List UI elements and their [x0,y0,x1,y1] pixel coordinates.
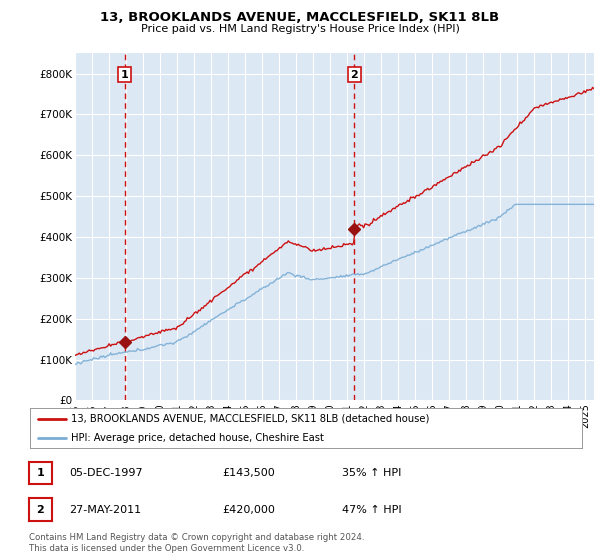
Text: £143,500: £143,500 [222,468,275,478]
Text: 47% ↑ HPI: 47% ↑ HPI [342,505,401,515]
Text: 13, BROOKLANDS AVENUE, MACCLESFIELD, SK11 8LB (detached house): 13, BROOKLANDS AVENUE, MACCLESFIELD, SK1… [71,414,430,423]
Text: 35% ↑ HPI: 35% ↑ HPI [342,468,401,478]
Text: Price paid vs. HM Land Registry's House Price Index (HPI): Price paid vs. HM Land Registry's House … [140,24,460,34]
Text: £420,000: £420,000 [222,505,275,515]
Text: Contains HM Land Registry data © Crown copyright and database right 2024.
This d: Contains HM Land Registry data © Crown c… [29,533,364,553]
Text: 27-MAY-2011: 27-MAY-2011 [69,505,141,515]
Text: 1: 1 [121,69,128,80]
Text: 13, BROOKLANDS AVENUE, MACCLESFIELD, SK11 8LB: 13, BROOKLANDS AVENUE, MACCLESFIELD, SK1… [100,11,500,24]
Text: 1: 1 [37,468,44,478]
Text: 05-DEC-1997: 05-DEC-1997 [69,468,143,478]
Text: 2: 2 [350,69,358,80]
Text: 2: 2 [37,505,44,515]
Text: HPI: Average price, detached house, Cheshire East: HPI: Average price, detached house, Ches… [71,433,324,443]
